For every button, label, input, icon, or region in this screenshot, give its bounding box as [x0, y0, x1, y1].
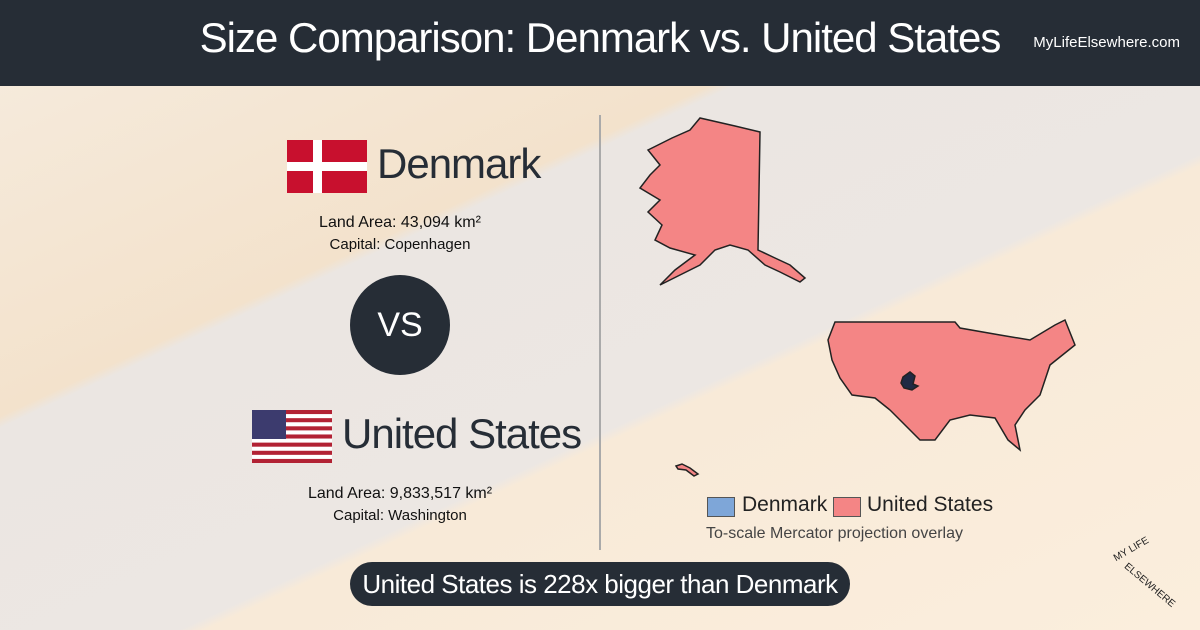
flag-stripe — [252, 426, 332, 431]
flag-stripe — [252, 458, 332, 463]
country-name: Denmark — [377, 140, 541, 187]
legend-swatch — [833, 497, 861, 517]
hawaii-shape — [674, 463, 700, 477]
header-bar — [0, 0, 1200, 86]
country-name: United States — [342, 410, 582, 457]
title: Size Comparison: Denmark vs. United Stat… — [199, 14, 1002, 61]
logo-bottom: ELSEWHERE — [1121, 561, 1177, 610]
flag-stripe — [252, 410, 332, 415]
flag-stripe — [252, 434, 332, 439]
vs-badge: VS — [350, 275, 450, 375]
country-info: Land Area: 9,833,517 km² Capital: Washin… — [200, 483, 600, 527]
divider — [599, 115, 601, 550]
alaska-shape — [638, 117, 807, 286]
legend-label: Denmark — [742, 493, 828, 516]
us-mainland-shape — [827, 318, 1076, 452]
map-note: To-scale Mercator projection overlay — [706, 525, 963, 542]
capital: Capital: Copenhagen — [329, 236, 471, 253]
legend-label: United States — [867, 493, 994, 516]
flag-stripe — [252, 450, 332, 455]
capital: Capital: Washington — [333, 507, 467, 524]
flag-stripe — [252, 442, 332, 447]
comparison-banner: United States is 228x bigger than Denmar… — [350, 562, 850, 606]
us-flag — [252, 410, 332, 463]
flag-stripe — [252, 418, 332, 423]
country-info: Land Area: 43,094 km² Capital: Copenhage… — [200, 212, 600, 256]
denmark-flag — [287, 140, 367, 193]
site-name: MyLifeElsewhere.com — [1033, 34, 1180, 51]
land-area: Land Area: 43,094 km² — [319, 214, 481, 231]
land-area: Land Area: 9,833,517 km² — [307, 485, 493, 502]
denmark-shape — [900, 371, 920, 391]
map-overlay — [638, 117, 1076, 477]
legend-swatch — [707, 497, 735, 517]
logo-top: MY LIFE — [1111, 535, 1151, 564]
